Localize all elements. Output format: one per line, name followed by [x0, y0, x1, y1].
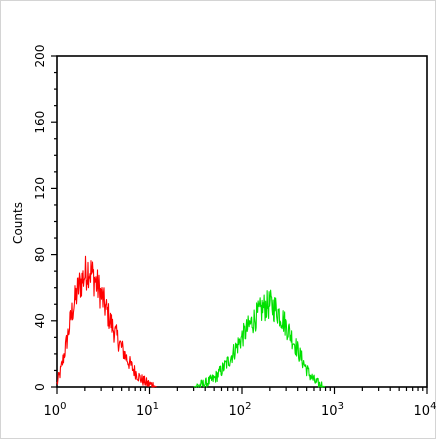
x-tick-label: 100 — [44, 401, 67, 419]
x-tick-label: 104 — [414, 401, 436, 419]
histogram-series-1 — [56, 255, 157, 388]
axes — [51, 55, 428, 394]
x-tick-label: 101 — [136, 401, 159, 419]
y-tick-label: 80 — [33, 247, 47, 262]
y-tick-label: 120 — [33, 177, 47, 200]
y-tick-label: 200 — [33, 45, 47, 68]
y-tick-label: 160 — [33, 111, 47, 134]
x-tick-label: 103 — [321, 401, 344, 419]
plot-area-border — [56, 55, 428, 388]
labels: 0 40 80 120 160 200 100 101 102 103 104 — [33, 45, 436, 419]
y-tick-label: 0 — [33, 383, 47, 391]
histogram-series-2 — [193, 289, 326, 388]
y-tick-label: 40 — [33, 313, 47, 328]
series-layer — [56, 255, 326, 388]
x-tick-label: 102 — [229, 401, 252, 419]
y-axis-label: Counts — [11, 202, 25, 244]
